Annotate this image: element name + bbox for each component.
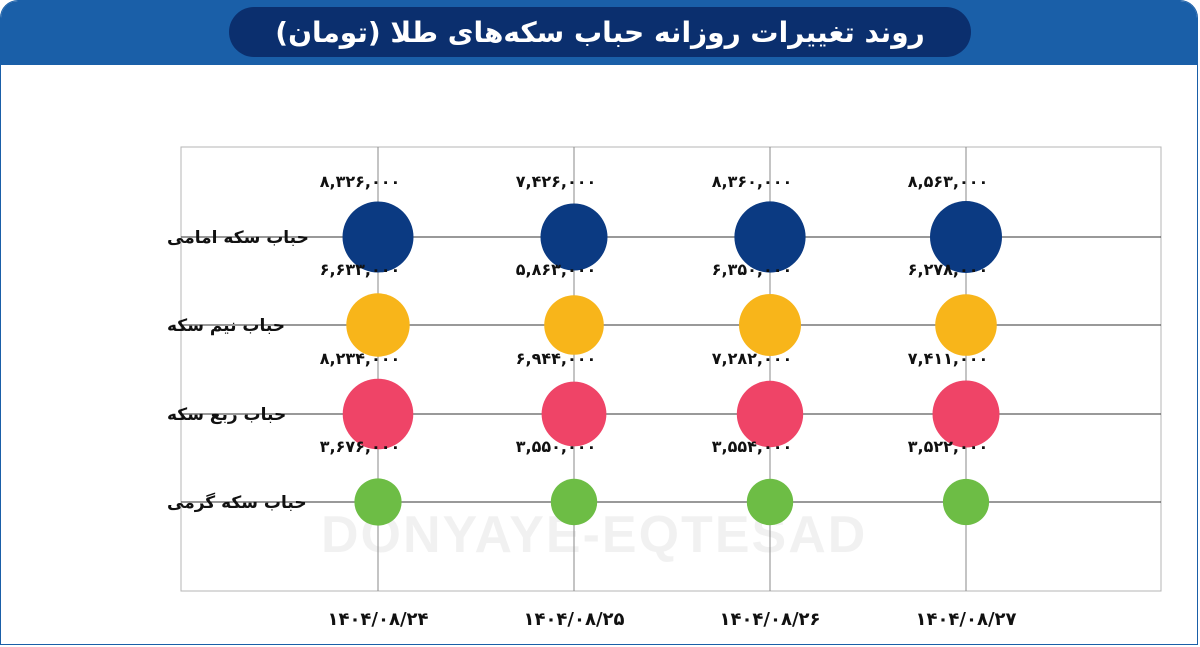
x-tick-label-4: ۱۴۰۴/۰۸/۲۷	[915, 609, 1016, 630]
data-label-2-4: ۶,۲۷۸,۰۰۰	[908, 260, 989, 279]
bubble-2-1	[346, 293, 409, 356]
bubble-2-4	[935, 294, 997, 356]
x-tick-label-3: ۱۴۰۴/۰۸/۲۶	[719, 609, 820, 630]
row-label-4: حباب سکه گرمی	[167, 492, 307, 513]
bubble-2-3	[739, 294, 801, 356]
data-label-4-3: ۳,۵۵۴,۰۰۰	[712, 437, 793, 456]
data-label-3-4: ۷,۴۱۱,۰۰۰	[908, 349, 989, 368]
chart-area: DONYAYE-EQTESAD حباب سکه امامی ۸,۳۲۶,۰۰۰ ۷…	[1, 65, 1198, 645]
data-label-3-2: ۶,۹۴۴,۰۰۰	[516, 349, 597, 368]
row-label-3: حباب ربع سکه	[167, 405, 286, 425]
data-label-4-1: ۳,۶۷۶,۰۰۰	[320, 437, 401, 456]
chart-title: روند تغییرات روزانه حباب سکه‌های طلا (تو…	[229, 7, 971, 57]
x-tick-label-2: ۱۴۰۴/۰۸/۲۵	[523, 609, 624, 630]
row-label-1: حباب سکه امامی	[167, 228, 309, 248]
data-label-1-2: ۷,۴۲۶,۰۰۰	[516, 172, 597, 191]
header-bar: روند تغییرات روزانه حباب سکه‌های طلا (تو…	[1, 1, 1198, 65]
bubble-2-2	[544, 295, 604, 355]
data-label-4-2: ۳,۵۵۰,۰۰۰	[516, 437, 597, 456]
data-label-1-3: ۸,۳۶۰,۰۰۰	[712, 172, 793, 191]
data-label-1-1: ۸,۳۲۶,۰۰۰	[320, 172, 401, 191]
bubble-4-3	[747, 479, 793, 525]
data-label-1-4: ۸,۵۶۳,۰۰۰	[908, 172, 989, 191]
bubble-4-1	[354, 478, 401, 525]
data-label-2-2: ۵,۸۶۳,۰۰۰	[516, 260, 597, 279]
data-label-2-3: ۶,۳۵۰,۰۰۰	[712, 260, 793, 279]
x-tick-label-1: ۱۴۰۴/۰۸/۲۴	[327, 609, 428, 630]
data-label-3-3: ۷,۲۸۲,۰۰۰	[712, 349, 793, 368]
data-label-2-1: ۶,۶۳۳,۰۰۰	[320, 260, 401, 279]
bubble-4-4	[943, 479, 989, 525]
bubble-4-2	[551, 479, 597, 525]
row-label-2: حباب نیم سکه	[167, 316, 285, 336]
data-label-3-1: ۸,۲۳۴,۰۰۰	[320, 349, 401, 368]
bubble-chart: حباب سکه امامی ۸,۳۲۶,۰۰۰ ۷,۴۲۶,۰۰۰ ۸,۳۶۰,۰۰…	[1, 65, 1198, 645]
data-label-4-4: ۳,۵۲۲,۰۰۰	[908, 437, 989, 456]
plot-frame	[181, 147, 1161, 591]
